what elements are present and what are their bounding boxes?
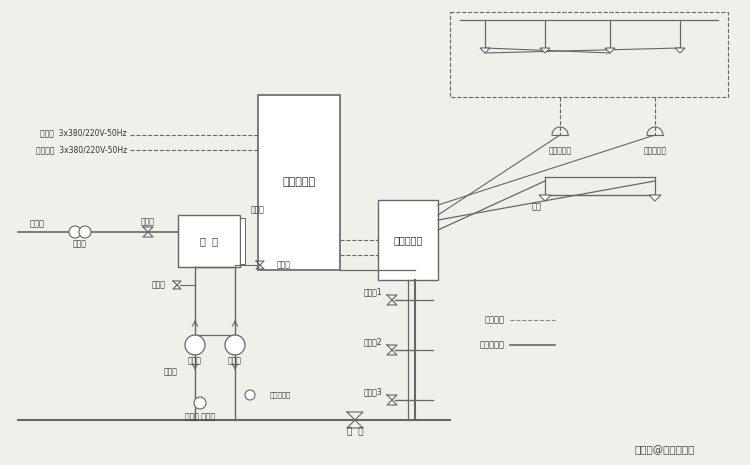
Bar (258, 95, 340, 270)
Text: 感温探测器: 感温探测器 (548, 146, 572, 155)
Text: 过滤器: 过滤器 (73, 239, 87, 248)
Text: 搜狐号@斯库尔消防: 搜狐号@斯库尔消防 (634, 445, 695, 455)
Polygon shape (605, 48, 615, 53)
Text: 备用电源  3x380/220V-50Hz: 备用电源 3x380/220V-50Hz (36, 146, 127, 154)
Bar (240, 218, 245, 264)
Text: 压力传感器: 压力传感器 (270, 392, 291, 399)
Text: 泵组控制柜: 泵组控制柜 (283, 178, 316, 187)
Circle shape (194, 397, 206, 409)
Polygon shape (649, 195, 661, 201)
Text: 进水管: 进水管 (30, 219, 45, 228)
Text: 电信号线: 电信号线 (485, 315, 505, 325)
Circle shape (245, 390, 255, 400)
Text: 区域阀3: 区域阀3 (364, 387, 382, 397)
Text: 排水阀: 排水阀 (152, 280, 166, 290)
Text: 止回阀: 止回阀 (164, 367, 177, 377)
Polygon shape (540, 48, 550, 53)
Polygon shape (675, 48, 685, 53)
Text: 液位计: 液位计 (251, 206, 265, 214)
Text: 主  阀: 主 阀 (346, 427, 363, 437)
Text: 水系统管路: 水系统管路 (480, 340, 505, 350)
Text: 高压泵: 高压泵 (188, 357, 202, 365)
Circle shape (225, 335, 245, 355)
Text: 区域阀2: 区域阀2 (364, 338, 382, 346)
Bar (378, 200, 438, 280)
Polygon shape (539, 195, 551, 201)
Text: 报警控制器: 报警控制器 (393, 235, 423, 245)
Text: 喷头: 喷头 (532, 202, 542, 212)
Text: 感烟探测器: 感烟探测器 (644, 146, 667, 155)
Text: 稳压泵: 稳压泵 (228, 357, 242, 365)
Bar (178, 215, 240, 267)
Circle shape (185, 335, 205, 355)
Text: 测试阀: 测试阀 (277, 260, 291, 270)
Text: 电磁阀: 电磁阀 (141, 218, 155, 226)
Bar (450, 12, 728, 97)
Polygon shape (480, 48, 490, 53)
Circle shape (79, 226, 91, 238)
Circle shape (69, 226, 81, 238)
Text: 减压阀 压力表: 减压阀 压力表 (185, 412, 215, 421)
Text: 区域阀1: 区域阀1 (364, 287, 382, 297)
Text: 主电源  3x380/220V-50Hz: 主电源 3x380/220V-50Hz (40, 128, 127, 138)
Text: 水  箱: 水 箱 (200, 236, 218, 246)
